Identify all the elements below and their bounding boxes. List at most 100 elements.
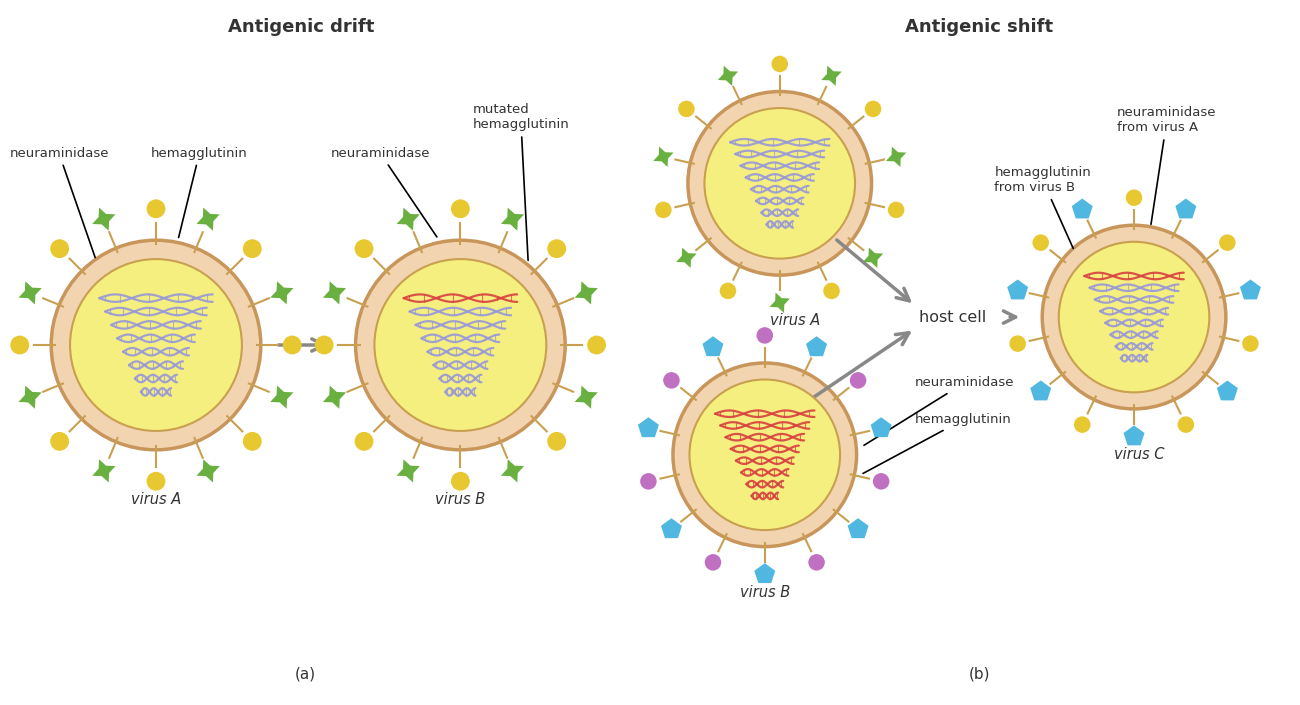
Text: neuraminidase: neuraminidase [9, 147, 109, 257]
Circle shape [688, 92, 871, 275]
Polygon shape [396, 459, 420, 482]
Polygon shape [322, 281, 346, 305]
Circle shape [1074, 417, 1091, 433]
Circle shape [315, 336, 334, 355]
Polygon shape [396, 207, 420, 231]
Text: hemagglutinin: hemagglutinin [151, 147, 248, 238]
Polygon shape [885, 147, 906, 167]
Text: mutated
hemagglutinin: mutated hemagglutinin [472, 104, 569, 260]
Polygon shape [702, 336, 724, 356]
Circle shape [705, 108, 855, 259]
Polygon shape [575, 386, 598, 409]
Circle shape [1243, 336, 1258, 352]
Circle shape [1032, 234, 1049, 251]
Text: neuraminidase
from virus A: neuraminidase from virus A [1117, 106, 1217, 224]
Polygon shape [575, 281, 598, 305]
Polygon shape [92, 207, 116, 231]
Circle shape [451, 200, 469, 219]
Text: Antigenic shift: Antigenic shift [905, 18, 1053, 36]
Polygon shape [871, 417, 892, 437]
Polygon shape [848, 518, 868, 538]
Polygon shape [1008, 279, 1028, 300]
Circle shape [872, 473, 889, 490]
Circle shape [147, 472, 165, 491]
Text: neuraminidase: neuraminidase [864, 376, 1014, 446]
Text: hemagglutinin
from virus B: hemagglutinin from virus B [994, 166, 1091, 248]
Text: virus B: virus B [436, 491, 485, 507]
Text: (b): (b) [968, 667, 991, 682]
Polygon shape [322, 386, 346, 409]
Circle shape [689, 379, 840, 530]
Circle shape [243, 239, 261, 258]
Circle shape [888, 202, 905, 218]
Text: virus B: virus B [740, 584, 790, 599]
Circle shape [51, 240, 261, 450]
Text: virus A: virus A [770, 313, 820, 328]
Circle shape [1043, 226, 1226, 409]
Circle shape [1058, 242, 1209, 393]
Circle shape [451, 472, 469, 491]
Text: neuraminidase: neuraminidase [330, 147, 437, 237]
Text: Antigenic drift: Antigenic drift [227, 18, 374, 36]
Polygon shape [660, 518, 682, 538]
Circle shape [1126, 190, 1143, 206]
Polygon shape [1071, 199, 1093, 219]
Polygon shape [754, 563, 775, 583]
Circle shape [51, 239, 69, 258]
Text: (a): (a) [295, 667, 316, 682]
Polygon shape [863, 247, 883, 268]
Circle shape [864, 101, 881, 117]
Circle shape [850, 372, 866, 388]
Circle shape [823, 283, 840, 299]
Circle shape [283, 336, 302, 355]
Polygon shape [500, 207, 524, 231]
Circle shape [356, 240, 566, 450]
Circle shape [679, 101, 694, 117]
Circle shape [1009, 336, 1026, 352]
Circle shape [547, 432, 566, 450]
Circle shape [355, 432, 373, 450]
Polygon shape [822, 66, 841, 86]
Polygon shape [1030, 381, 1052, 400]
Polygon shape [270, 386, 294, 409]
Circle shape [655, 202, 672, 218]
Circle shape [10, 336, 29, 355]
Polygon shape [806, 336, 827, 356]
Polygon shape [196, 207, 220, 231]
Circle shape [243, 432, 261, 450]
Circle shape [720, 283, 736, 299]
Circle shape [51, 432, 69, 450]
Circle shape [147, 200, 165, 219]
Polygon shape [653, 147, 673, 167]
Text: host cell: host cell [919, 309, 987, 324]
Circle shape [757, 327, 773, 344]
Polygon shape [500, 459, 524, 482]
Polygon shape [1175, 199, 1196, 219]
Polygon shape [92, 459, 116, 482]
Circle shape [809, 554, 824, 570]
Circle shape [1178, 417, 1195, 433]
Polygon shape [18, 386, 42, 409]
Text: virus A: virus A [131, 491, 181, 507]
Polygon shape [638, 417, 659, 437]
Circle shape [547, 239, 566, 258]
Polygon shape [196, 459, 220, 482]
Polygon shape [1123, 425, 1144, 446]
Polygon shape [1217, 381, 1238, 400]
Polygon shape [770, 293, 790, 313]
Polygon shape [18, 281, 42, 305]
Circle shape [663, 372, 680, 388]
Circle shape [70, 259, 242, 431]
Circle shape [1219, 234, 1235, 251]
Circle shape [673, 363, 857, 546]
Circle shape [705, 554, 722, 570]
Polygon shape [718, 66, 738, 86]
Circle shape [374, 259, 546, 431]
Text: hemagglutinin: hemagglutinin [863, 413, 1011, 474]
Polygon shape [1240, 279, 1261, 300]
Circle shape [640, 473, 656, 490]
Circle shape [771, 56, 788, 72]
Circle shape [355, 239, 373, 258]
Polygon shape [676, 247, 697, 268]
Circle shape [588, 336, 606, 355]
